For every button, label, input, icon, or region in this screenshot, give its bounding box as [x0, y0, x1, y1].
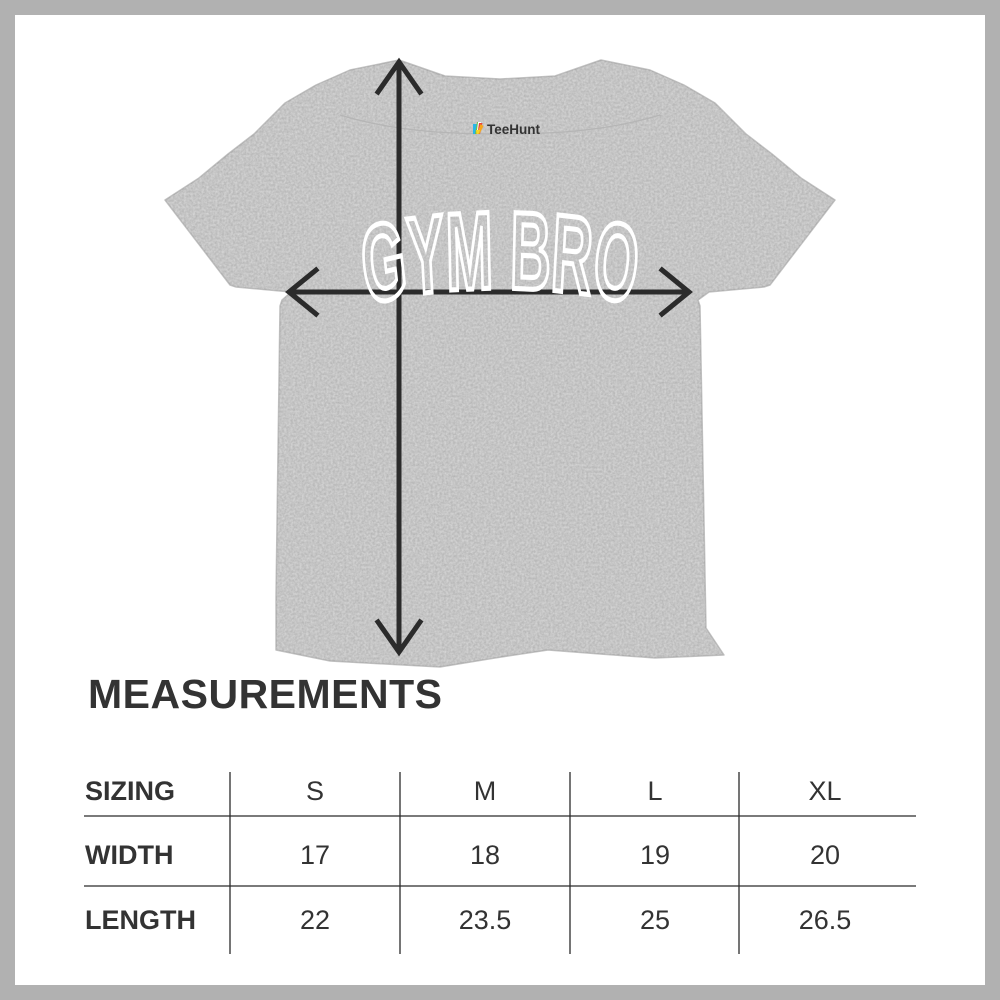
svg-text:20: 20	[810, 840, 840, 870]
svg-text:WIDTH: WIDTH	[85, 840, 173, 870]
svg-text:S: S	[306, 776, 324, 806]
svg-text:23.5: 23.5	[459, 905, 512, 935]
svg-text:L: L	[647, 776, 662, 806]
svg-text:18: 18	[470, 840, 500, 870]
svg-text:SIZING: SIZING	[85, 776, 175, 806]
svg-text:22: 22	[300, 905, 330, 935]
svg-text:LENGTH: LENGTH	[85, 905, 196, 935]
svg-text:XL: XL	[808, 776, 841, 806]
svg-text:17: 17	[300, 840, 330, 870]
svg-text:19: 19	[640, 840, 670, 870]
svg-text:M: M	[474, 776, 497, 806]
svg-text:26.5: 26.5	[799, 905, 852, 935]
svg-text:25: 25	[640, 905, 670, 935]
